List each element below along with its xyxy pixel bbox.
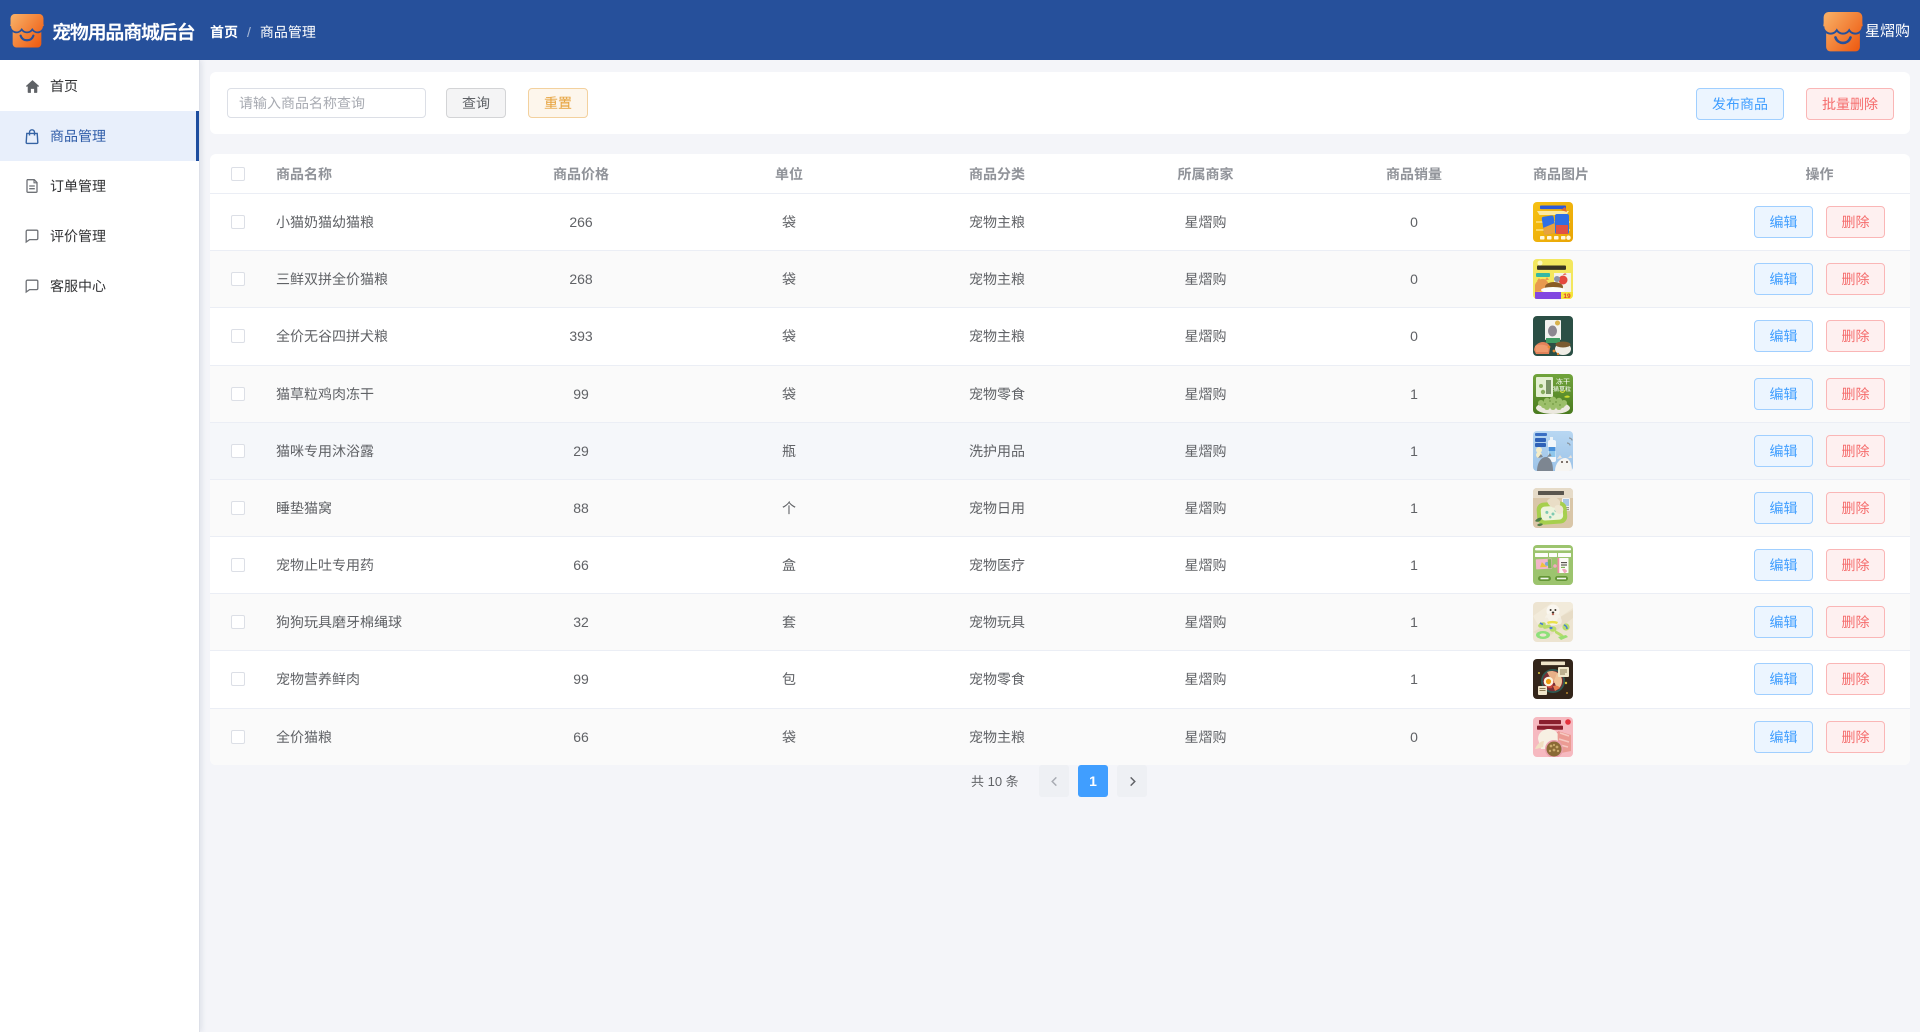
svg-text:猫草粒: 猫草粒 — [1553, 384, 1571, 393]
svg-text:19: 19 — [1563, 293, 1571, 299]
svg-text:冻干: 冻干 — [1556, 377, 1570, 387]
